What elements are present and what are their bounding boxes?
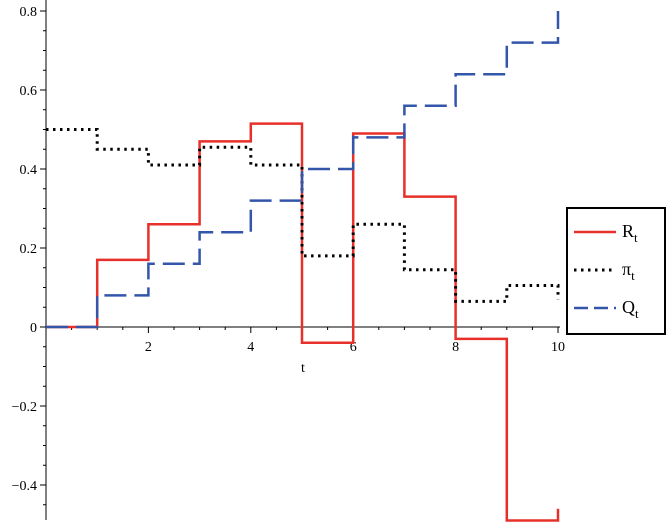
x-tick-label: 10 xyxy=(551,340,565,355)
series-line-R xyxy=(46,122,560,522)
x-tick-label: 8 xyxy=(452,340,459,355)
y-tick-label: 0.2 xyxy=(20,242,38,257)
series-line-pi xyxy=(46,128,560,303)
y-tick-label: 0.8 xyxy=(20,5,38,20)
x-tick-label: 6 xyxy=(350,340,357,355)
ticks: 2 4 6 8 10 −0.4 −0.2 0 0.2 0.4 0.6 0.8 xyxy=(12,5,565,506)
legend-label-Q: Qt xyxy=(622,297,639,321)
x-tick-label: 4 xyxy=(247,340,254,355)
x-tick-label: 2 xyxy=(145,340,152,355)
y-tick-label: 0 xyxy=(30,321,37,336)
y-tick-label: −0.4 xyxy=(12,479,37,494)
legend-label-R: Rt xyxy=(622,221,638,245)
series-group xyxy=(46,11,560,522)
y-tick-label: 0.6 xyxy=(20,84,38,99)
y-tick-label: 0.4 xyxy=(20,163,38,178)
y-tick-label: −0.2 xyxy=(12,400,37,415)
x-axis-label: t xyxy=(301,361,305,376)
series-line-Q xyxy=(46,11,560,329)
